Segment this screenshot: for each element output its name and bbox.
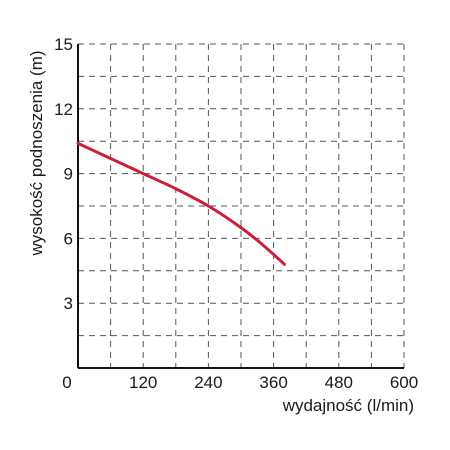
- x-tick-label: 120: [129, 373, 157, 392]
- x-tick-label: 480: [325, 373, 353, 392]
- series-group: [76, 141, 286, 266]
- y-tick-label: 12: [54, 100, 73, 119]
- x-tick-label: 0: [62, 373, 71, 392]
- tick-labels: 0 120 240 360 480 600 3 6 9 12 15: [54, 35, 418, 392]
- y-tick-label: 15: [54, 35, 73, 54]
- x-axis-title: wydajność (l/min): [282, 396, 414, 415]
- axes: [77, 44, 404, 369]
- x-tick-label: 240: [194, 373, 222, 392]
- x-tick-label: 360: [259, 373, 287, 392]
- y-axis-title: wysokość podnoszenia (m): [27, 50, 46, 256]
- y-tick-label: 3: [64, 294, 73, 313]
- grid: [78, 43, 405, 368]
- series-line: [76, 141, 286, 266]
- y-tick-label: 9: [64, 165, 73, 184]
- x-tick-label: 600: [390, 373, 418, 392]
- y-tick-label: 6: [64, 229, 73, 248]
